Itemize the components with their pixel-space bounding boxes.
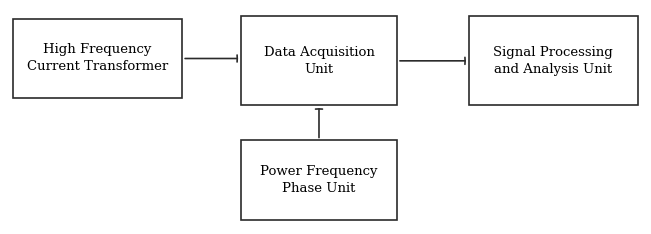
Text: Power Frequency
Phase Unit: Power Frequency Phase Unit xyxy=(260,165,378,195)
Text: High Frequency
Current Transformer: High Frequency Current Transformer xyxy=(27,44,168,73)
Bar xyxy=(13,19,182,98)
Text: Data Acquisition
Unit: Data Acquisition Unit xyxy=(264,46,374,76)
Bar xyxy=(241,16,397,105)
Text: Signal Processing
and Analysis Unit: Signal Processing and Analysis Unit xyxy=(493,46,613,76)
Bar xyxy=(469,16,638,105)
Bar xyxy=(241,140,397,220)
